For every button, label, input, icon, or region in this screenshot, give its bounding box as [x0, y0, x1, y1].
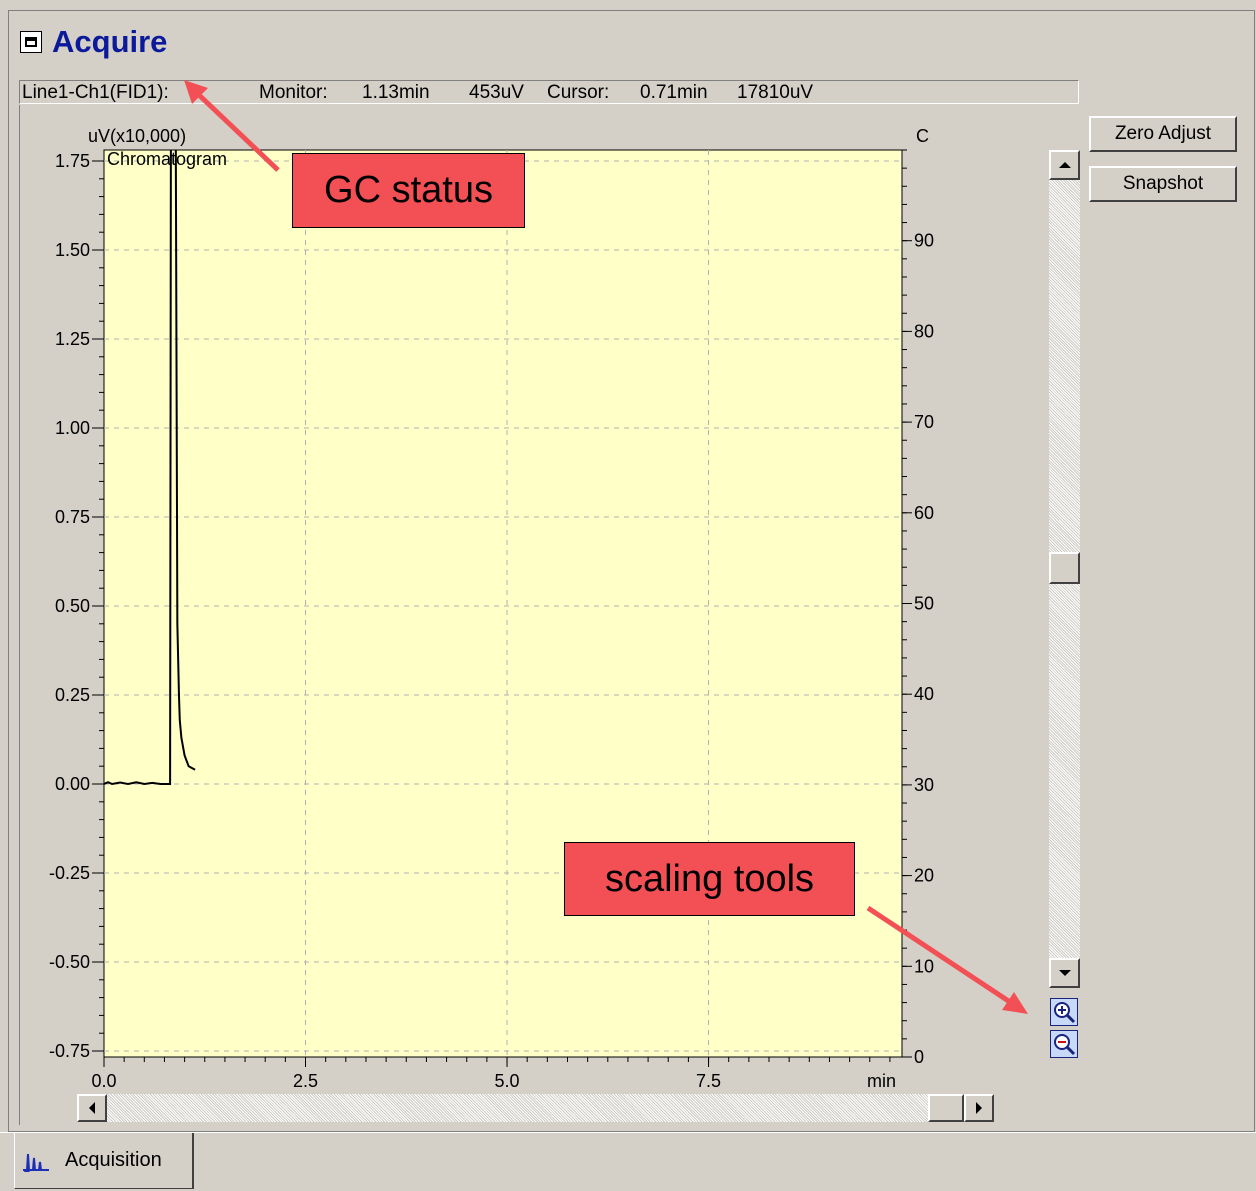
arrow-right-icon: [976, 1102, 982, 1114]
x-axis-label: min: [867, 1071, 896, 1091]
scroll-down-button[interactable]: [1049, 958, 1080, 988]
tab-acquisition-label: Acquisition: [65, 1149, 162, 1171]
arrow-down-icon: [1058, 970, 1071, 976]
zoom-out-icon: [1054, 1034, 1076, 1056]
status-cursor-value: 17810uV: [737, 82, 814, 103]
arrow-up-icon: [1058, 162, 1071, 168]
scaling-tools-callout: scaling tools: [564, 842, 855, 916]
snapshot-button[interactable]: Snapshot: [1089, 166, 1237, 202]
zoom-in-button[interactable]: [1050, 998, 1078, 1026]
bottom-tab-bar: Acquisition: [0, 1132, 1256, 1191]
chromatogram-icon: [23, 1153, 49, 1172]
gc-status-bar: Line1-Ch1(FID1): Monitor: 1.13min 453uV …: [19, 80, 1079, 104]
status-cursor-label: Cursor:: [547, 82, 610, 103]
y2-tick-label: 50: [914, 594, 934, 614]
y-tick-label: -0.75: [49, 1041, 90, 1061]
y-tick-label: 0.75: [55, 507, 90, 527]
x-tick-label: 0.0: [91, 1071, 116, 1091]
chart-title: Chromatogram: [107, 149, 227, 169]
y2-tick-label: 0: [914, 1047, 924, 1067]
y-tick-label: 1.50: [55, 240, 90, 260]
status-monitor-time: 1.13min: [362, 82, 430, 103]
y2-tick-label: 20: [914, 866, 934, 886]
y-tick-label: 1.00: [55, 418, 90, 438]
status-cursor-time: 0.71min: [640, 82, 708, 103]
y2-tick-label: 10: [914, 956, 934, 976]
chromatogram-series-line: [104, 150, 196, 786]
window-titlebar: Acquire: [20, 24, 167, 60]
x-tick-label: 2.5: [293, 1071, 318, 1091]
x-tick-label: 7.5: [696, 1071, 721, 1091]
status-line: Line1-Ch1(FID1):: [22, 82, 169, 103]
y2-tick-label: 40: [914, 684, 934, 704]
y2-axis-label: C: [916, 126, 929, 146]
zero-adjust-button[interactable]: Zero Adjust: [1089, 116, 1237, 152]
window-title: Acquire: [52, 24, 168, 59]
y-tick-label: 1.25: [55, 329, 90, 349]
y-tick-label: 0.50: [55, 596, 90, 616]
horizontal-scroll-thumb[interactable]: [928, 1094, 964, 1122]
zoom-in-icon: [1054, 1002, 1076, 1024]
y-tick-label: -0.50: [49, 952, 90, 972]
chart-pane: [19, 105, 1248, 1125]
scroll-right-button[interactable]: [964, 1094, 994, 1122]
y2-tick-label: 80: [914, 321, 934, 341]
y2-tick-label: 70: [914, 412, 934, 432]
gc-status-callout: GC status: [292, 153, 525, 228]
y-axis-label: uV(x10,000): [88, 126, 186, 146]
y2-tick-label: 90: [914, 231, 934, 251]
y-tick-label: 1.75: [55, 151, 90, 171]
plot-area: [103, 149, 903, 1058]
zoom-out-button[interactable]: [1050, 1030, 1078, 1058]
tab-acquisition[interactable]: Acquisition: [14, 1133, 194, 1189]
horizontal-scroll-track[interactable]: [77, 1094, 994, 1122]
vertical-scroll-thumb[interactable]: [1049, 552, 1080, 584]
minimize-icon[interactable]: [20, 31, 42, 53]
scroll-left-button[interactable]: [77, 1094, 107, 1122]
scroll-up-button[interactable]: [1049, 150, 1080, 180]
arrow-left-icon: [89, 1102, 95, 1114]
y-tick-label: 0.00: [55, 774, 90, 794]
y2-tick-label: 30: [914, 775, 934, 795]
x-tick-label: 5.0: [495, 1071, 520, 1091]
y-tick-label: 0.25: [55, 685, 90, 705]
status-monitor-value: 453uV: [469, 82, 524, 103]
y-tick-label: -0.25: [49, 863, 90, 883]
y2-tick-label: 60: [914, 503, 934, 523]
